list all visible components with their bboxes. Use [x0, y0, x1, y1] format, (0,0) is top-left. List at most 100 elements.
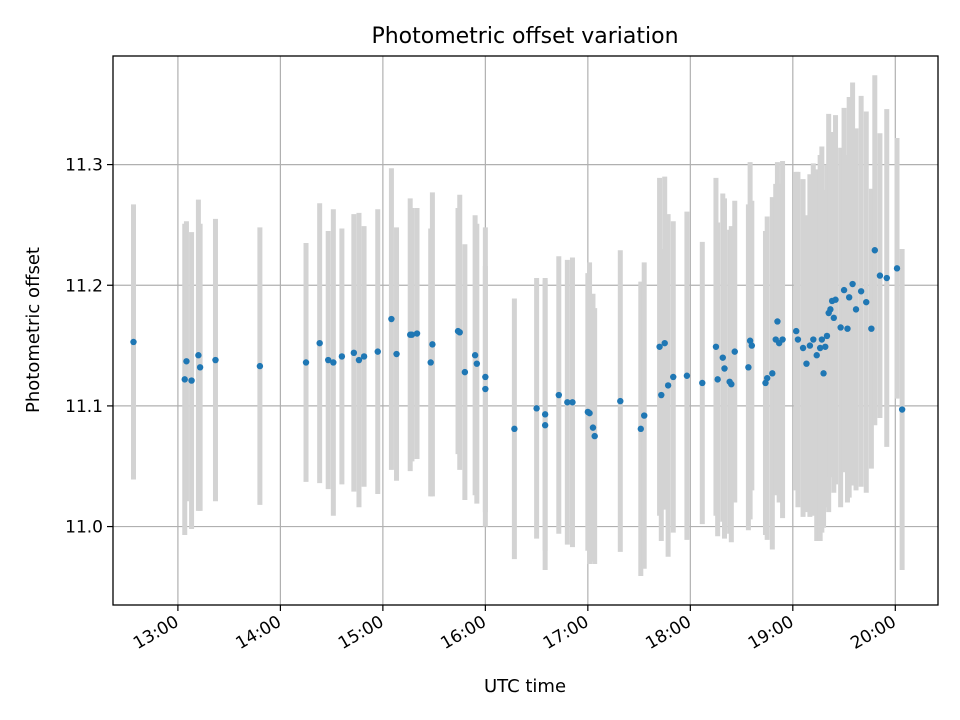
data-point [212, 356, 219, 364]
data-point [664, 382, 672, 389]
data-point [857, 288, 865, 295]
x-tick-label: 20:00 [847, 612, 899, 654]
x-tick-label: 18:00 [642, 612, 694, 654]
plot-frame [112, 55, 939, 606]
data-point-layer [130, 247, 906, 440]
y-tick-label: 11.3 [65, 156, 103, 176]
data-point [893, 265, 901, 272]
data-point [820, 370, 827, 377]
chart-title: Photometric offset variation [371, 24, 678, 49]
data-point [541, 422, 549, 429]
data-point [360, 353, 368, 360]
data-point [818, 336, 826, 343]
data-point [822, 343, 829, 350]
data-point [849, 280, 856, 288]
y-tick-layer: 11.0 11.1 11.2 11.3 [65, 156, 113, 538]
data-point [774, 318, 781, 325]
data-point [868, 325, 875, 332]
data-point [748, 342, 756, 349]
data-point [746, 337, 754, 344]
data-point [302, 359, 310, 366]
data-point [641, 412, 648, 419]
data-point [794, 336, 802, 343]
data-point [779, 336, 786, 343]
data-point [762, 379, 769, 387]
data-point [769, 370, 776, 377]
x-tick-label: 19:00 [745, 612, 797, 654]
data-point [799, 344, 807, 352]
x-tick-label: 15:00 [335, 612, 387, 654]
data-point [533, 405, 540, 412]
data-point [871, 247, 879, 254]
data-point [806, 342, 814, 349]
data-point [256, 362, 264, 370]
data-point [745, 364, 752, 371]
data-point [461, 368, 469, 376]
data-point [810, 336, 817, 343]
data-point [845, 294, 853, 301]
data-point [712, 343, 720, 350]
data-point [355, 356, 363, 364]
data-point [827, 306, 834, 313]
data-point [564, 399, 571, 406]
data-point [837, 324, 844, 331]
data-point [471, 352, 479, 359]
data-point [130, 338, 137, 346]
data-point [413, 330, 421, 337]
data-point [555, 391, 563, 399]
data-point [863, 298, 870, 306]
data-point [393, 350, 400, 358]
data-point [852, 306, 860, 313]
data-point [816, 344, 824, 352]
data-point [374, 348, 381, 355]
data-point [183, 358, 190, 365]
data-point [408, 331, 416, 338]
y-tick-label: 11.2 [65, 276, 103, 296]
data-point [793, 327, 800, 335]
data-point [388, 315, 395, 323]
data-point [456, 329, 463, 336]
data-point [473, 360, 481, 367]
data-point [661, 339, 668, 347]
data-point [589, 424, 597, 431]
x-tick-layer: 13:00 14:00 15:00 16:00 17:00 18:00 19:00 20:00 [130, 605, 900, 654]
data-point [883, 274, 890, 282]
data-point [637, 425, 644, 433]
data-point [188, 377, 195, 384]
data-point [195, 352, 202, 359]
x-tick-label: 17:00 [540, 612, 592, 654]
data-point [482, 385, 489, 393]
data-point [617, 397, 624, 405]
data-point [763, 374, 771, 382]
data-point [898, 406, 906, 413]
data-point [181, 376, 188, 383]
data-point [511, 425, 518, 433]
data-point [591, 432, 598, 440]
data-point [803, 360, 810, 367]
data-point [830, 314, 838, 322]
data-point [876, 272, 884, 279]
x-tick-label: 13:00 [130, 612, 182, 654]
data-point [832, 296, 839, 303]
data-point [482, 373, 489, 381]
data-point [338, 353, 346, 360]
data-point [840, 286, 848, 294]
data-point [427, 359, 434, 366]
error-bar-layer [130, 75, 905, 577]
data-point [196, 364, 204, 371]
data-point [586, 409, 593, 417]
data-point [721, 365, 728, 372]
data-point [670, 373, 677, 381]
data-point [658, 391, 665, 399]
data-point [569, 399, 576, 406]
data-point [731, 348, 738, 355]
data-point [330, 359, 337, 366]
data-point [823, 332, 831, 340]
x-axis-label: UTC time [484, 676, 566, 697]
data-point [728, 380, 735, 388]
y-tick-label: 11.0 [65, 518, 103, 538]
x-tick-label: 16:00 [437, 612, 489, 654]
data-point [350, 349, 358, 357]
data-point [541, 411, 549, 418]
